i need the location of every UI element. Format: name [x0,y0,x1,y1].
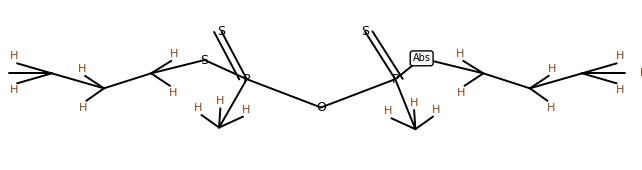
Text: H: H [410,98,419,108]
Text: H: H [384,106,392,116]
Text: H: H [548,64,556,74]
Text: H: H [457,88,465,98]
Text: S: S [200,54,209,66]
Text: H: H [242,105,250,115]
Text: H: H [546,103,555,113]
Text: H: H [169,88,177,98]
Text: H: H [194,103,202,113]
Text: H: H [10,51,18,61]
Text: H: H [216,96,225,106]
Text: H: H [78,64,86,74]
Text: H: H [616,85,624,95]
Text: H: H [432,105,440,115]
Text: H: H [616,51,624,61]
Text: P: P [392,73,399,86]
Text: P: P [243,73,250,86]
Text: S: S [218,25,225,38]
Text: H: H [639,68,642,78]
Text: O: O [316,101,326,114]
Text: H: H [10,85,18,95]
Text: Abs: Abs [413,53,431,63]
Text: S: S [361,25,369,38]
Text: H: H [456,49,464,59]
Text: H: H [170,49,178,59]
Text: H: H [79,103,87,113]
